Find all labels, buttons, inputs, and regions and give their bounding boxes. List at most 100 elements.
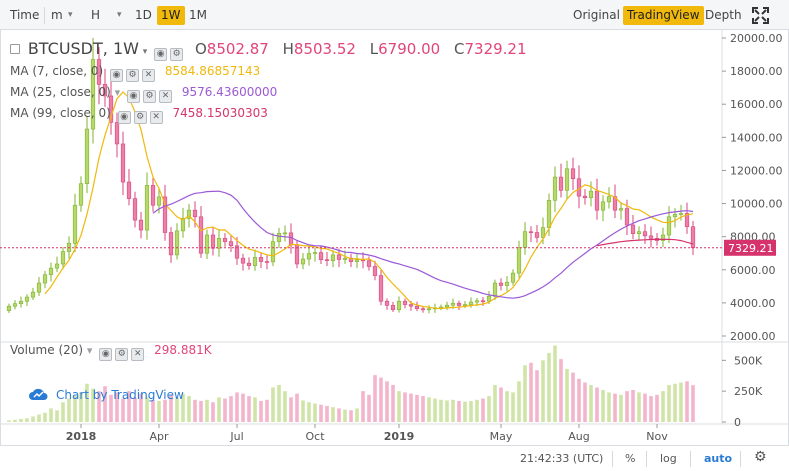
volume-name: Volume (20) — [10, 343, 84, 357]
candle-body — [258, 257, 264, 262]
high-value: 8503.52 — [293, 40, 356, 58]
time-tick-label: Jul — [229, 430, 243, 443]
ma25-caret-icon[interactable]: ▾ — [114, 86, 121, 99]
open-label: O — [194, 40, 207, 58]
volume-bar — [61, 402, 65, 422]
eye-icon[interactable]: ◉ — [117, 111, 131, 124]
price-tick-label: 20000.00 — [730, 32, 783, 45]
volume-legend: Volume (20) ▾ ◉ ⚙ ✕ 298.881K — [10, 341, 212, 361]
eye-icon[interactable]: ◉ — [127, 90, 140, 103]
volume-bar — [523, 365, 527, 422]
volume-bar — [433, 398, 437, 422]
candle-body — [606, 196, 612, 203]
volume-bar — [643, 393, 647, 422]
candle-body — [186, 209, 192, 219]
candle-body — [354, 259, 360, 262]
hour-dropdown-icon[interactable]: ▾ — [117, 10, 122, 20]
volume-bar — [157, 401, 161, 422]
volume-bar — [121, 398, 125, 422]
volume-tick-label: 250K — [734, 385, 763, 398]
ma7-line — [44, 91, 694, 310]
tradingview-watermark[interactable]: Chart by TradingView — [28, 386, 184, 404]
volume-bar — [427, 397, 431, 422]
candle-body — [168, 232, 174, 256]
volume-bar — [403, 392, 407, 422]
time-button[interactable]: Time — [10, 8, 40, 22]
fullscreen-icon[interactable] — [752, 7, 769, 24]
volume-bar — [373, 375, 377, 422]
volume-bar — [367, 394, 371, 422]
candle-body — [690, 226, 696, 249]
candle-body — [114, 122, 120, 145]
candle-body — [588, 190, 594, 199]
candle-body — [246, 262, 252, 266]
chart-canvas[interactable]: 2000.004000.006000.008000.0010000.001200… — [0, 30, 789, 445]
volume-bar — [265, 399, 269, 422]
original-view-button[interactable]: Original — [573, 8, 620, 22]
close-icon[interactable]: ✕ — [159, 90, 172, 103]
time-tick-label: 2018 — [66, 430, 97, 443]
settings-icon[interactable]: ⚙ — [133, 111, 147, 124]
percent-toggle[interactable]: % — [625, 452, 636, 465]
candle-body — [426, 308, 432, 311]
candle-body — [564, 168, 570, 191]
volume-bar — [115, 392, 119, 422]
candle-body — [624, 208, 630, 226]
candle-body — [306, 253, 312, 260]
ma99-line — [596, 238, 694, 247]
candle-body — [396, 300, 402, 310]
symbol-icon — [10, 44, 20, 54]
candle-body — [150, 185, 156, 206]
volume-bar — [559, 359, 563, 422]
close-icon[interactable]: ✕ — [131, 348, 145, 361]
candle-body — [456, 302, 462, 306]
settings-icon[interactable]: ⚙ — [115, 348, 129, 361]
close-icon[interactable]: ✕ — [149, 111, 163, 124]
hour-interval-button[interactable]: H — [91, 8, 101, 22]
tradingview-view-button[interactable]: TradingView — [623, 6, 704, 25]
volume-bar — [229, 396, 233, 422]
close-icon[interactable]: ✕ — [142, 69, 156, 82]
volume-bar — [337, 408, 341, 422]
candle-body — [138, 219, 144, 231]
volume-bar — [145, 397, 149, 422]
volume-bar — [361, 391, 365, 422]
log-toggle[interactable]: log — [660, 452, 677, 465]
ma25-name: MA (25, close, 0) — [10, 85, 111, 99]
volume-bar — [13, 419, 17, 422]
settings-icon[interactable]: ⚙ — [143, 90, 156, 103]
volume-bar — [73, 396, 77, 422]
status-divider — [646, 451, 647, 467]
candle-body — [486, 295, 492, 302]
volume-bar — [199, 401, 203, 422]
volume-bar — [193, 399, 197, 422]
volume-bar — [181, 393, 185, 422]
interval-1m-button[interactable]: 1M — [189, 8, 207, 22]
cloud-logo-icon — [29, 388, 48, 400]
eye-icon[interactable]: ◉ — [110, 69, 124, 82]
minute-dropdown-icon[interactable]: ▾ — [68, 10, 73, 20]
volume-caret-icon[interactable]: ▾ — [86, 344, 93, 357]
minute-interval-button[interactable]: m — [51, 8, 63, 22]
interval-1w-button[interactable]: 1W — [157, 6, 185, 25]
candle-body — [210, 234, 216, 249]
settings-gear-icon[interactable]: ⚙ — [754, 449, 767, 465]
depth-view-button[interactable]: Depth — [705, 8, 742, 22]
ma99-legend: MA (99, close, 0) ◉ ⚙ ✕ 7458.15030303 — [10, 104, 268, 124]
interval-1d-button[interactable]: 1D — [135, 8, 152, 22]
auto-scale-toggle[interactable]: auto — [704, 452, 733, 465]
symbol-caret-icon[interactable]: ▾ — [142, 47, 148, 57]
volume-bar — [463, 401, 467, 422]
eye-icon[interactable]: ◉ — [99, 348, 113, 361]
candle-body — [192, 209, 198, 218]
settings-icon[interactable]: ⚙ — [170, 48, 184, 61]
candle-body — [96, 59, 102, 85]
volume-bar — [277, 385, 281, 422]
volume-bar — [205, 399, 209, 422]
candle-body — [480, 300, 486, 303]
eye-icon[interactable]: ◉ — [154, 48, 168, 61]
candle-body — [372, 266, 378, 276]
ma7-legend: MA (7, close, 0) ◉ ⚙ ✕ 8584.86857143 — [10, 62, 260, 82]
settings-icon[interactable]: ⚙ — [126, 69, 140, 82]
candle-body — [672, 214, 678, 218]
